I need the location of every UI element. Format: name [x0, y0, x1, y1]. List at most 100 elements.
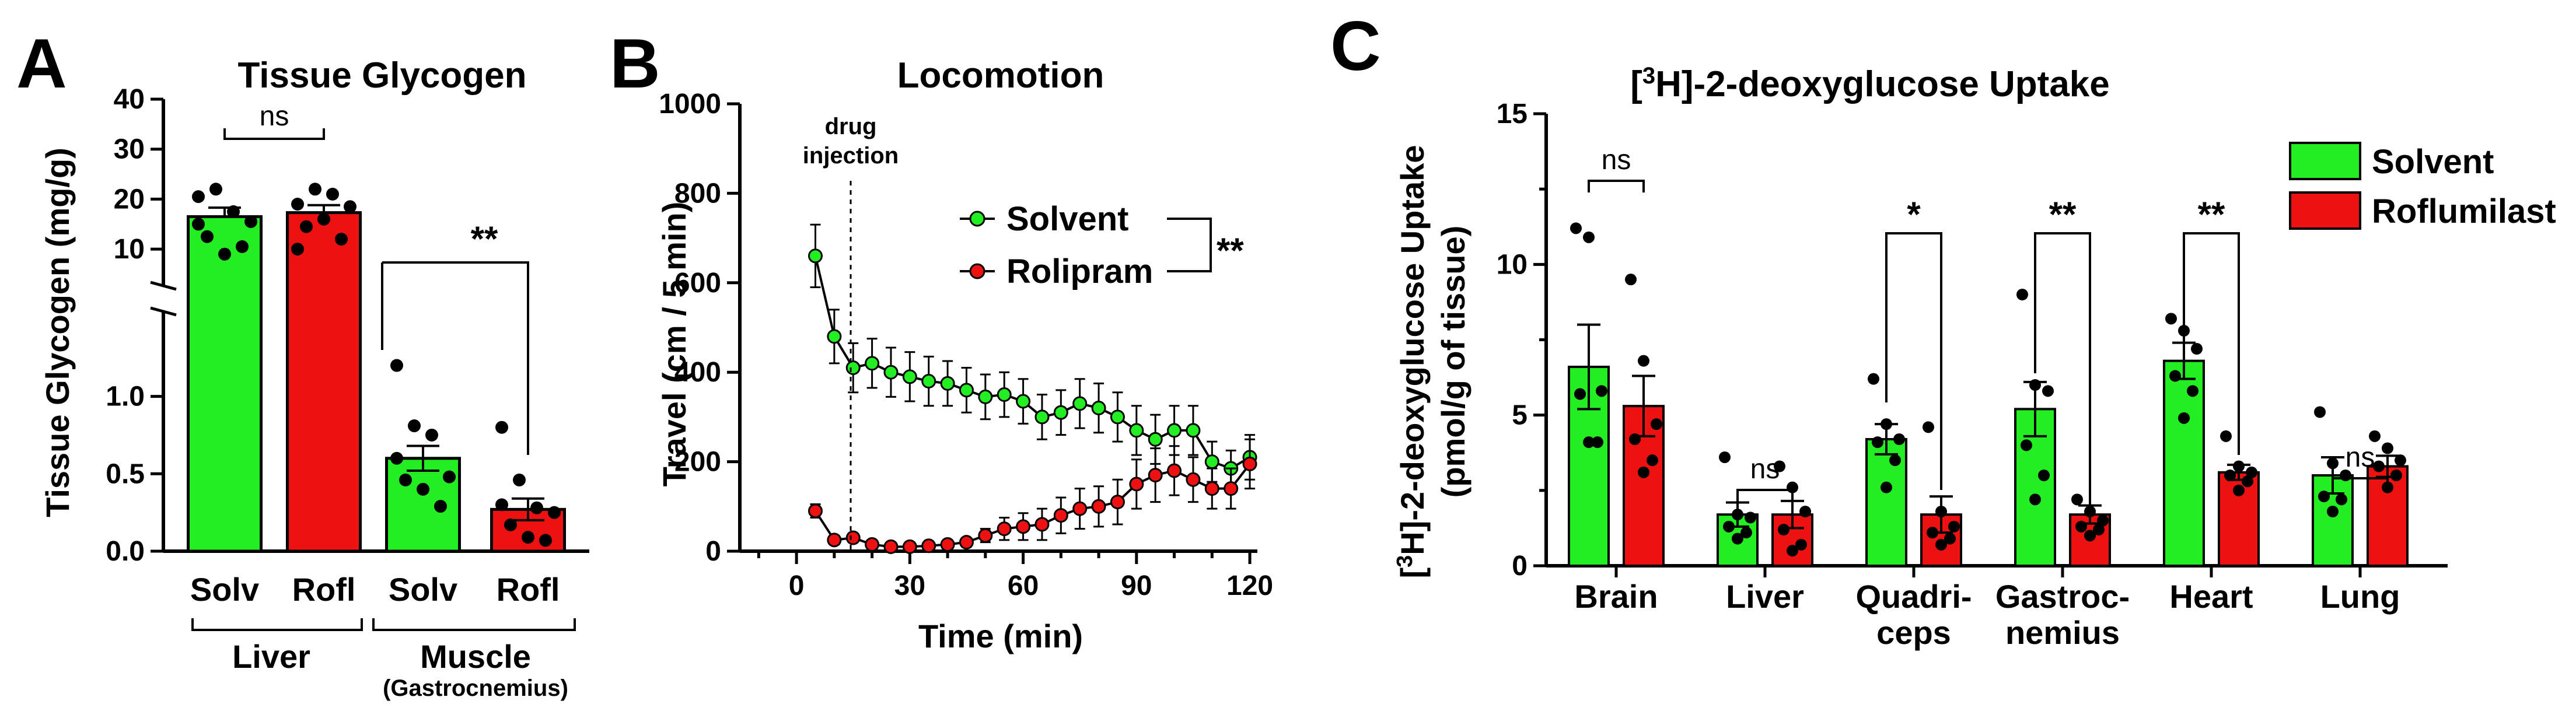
panel-c-data-point	[2395, 454, 2406, 467]
panel-b-point-solvent	[845, 360, 861, 376]
legend-solvent-swatch	[2289, 142, 2361, 180]
panel-c-data-point	[2390, 470, 2402, 481]
panel-a-bars	[187, 183, 566, 553]
panel-c-data-point	[1596, 385, 1607, 397]
panel-a-ytick-label: 30	[114, 134, 145, 165]
panel-b-series-line-rolipram	[814, 463, 1251, 548]
panel-a-category-label: Rofl	[497, 571, 560, 608]
panel-c-legend: Solvent Roflumilast	[2289, 142, 2556, 230]
panel-a-data-point	[513, 473, 526, 486]
panel-c-data-point	[1889, 454, 1901, 467]
panel-b-point-rolipram	[1167, 463, 1182, 478]
panel-a-data-point	[390, 359, 403, 372]
panel-a-data-point	[218, 247, 231, 261]
annotation-line2: injection	[803, 143, 899, 169]
panel-c-data-point	[1948, 520, 1960, 533]
liver-group-bracket	[191, 618, 363, 631]
panel-a-data-point	[408, 419, 421, 433]
panel-c-data-point	[1787, 545, 1798, 557]
panel-b: B Locomotion Travel (cm / 5 min) Time (m…	[610, 24, 1273, 654]
panel-b-ytick-label: 1000	[659, 89, 721, 120]
panel-b-xtick-label: 60	[1008, 570, 1039, 601]
panel-a-sig-bracket-muscle	[382, 261, 529, 455]
panel-c-ytick-label: 0	[1512, 551, 1528, 582]
panel-c-data-point	[1868, 373, 1879, 385]
panel-b-annotation: drug injection	[803, 114, 899, 551]
panel-a-letter: A	[16, 24, 67, 103]
panel-c-data-point	[1893, 433, 1905, 445]
panel-a-bar	[187, 215, 263, 553]
panel-c-data-point	[1927, 527, 1938, 539]
panel-c-data-point	[2187, 385, 2198, 397]
panel-a-category-label: Solv	[190, 571, 259, 608]
panel-b-point-rolipram	[978, 528, 993, 543]
legend-roflumilast-label: Roflumilast	[2372, 192, 2556, 230]
panel-c-data-point	[2075, 520, 2087, 533]
panel-b-point-solvent	[1186, 423, 1201, 438]
legend-solvent-label: Solvent	[1006, 200, 1129, 238]
panel-a-data-point	[399, 473, 412, 486]
panel-c-sig-label: ns	[2346, 442, 2375, 473]
group-sublabel-muscle: (Gastrocnemius)	[383, 675, 568, 701]
panel-c-category-label: Quadri-	[1855, 578, 1972, 615]
panel-c-category-labels: Brain Liver Quadri-ceps Gastroc-nemius Heart…	[1574, 578, 2400, 651]
panel-a-group-brackets: Liver Muscle (Gastrocnemius)	[191, 618, 576, 701]
panel-c-data-point	[1740, 527, 1752, 539]
panel-c-data-point	[1651, 418, 1662, 430]
group-label-muscle: Muscle	[420, 638, 531, 675]
panel-a-data-point	[425, 428, 438, 442]
panel-c-data-point	[2327, 506, 2339, 517]
panel-c-data-point	[2165, 313, 2177, 325]
panel-b-point-rolipram	[940, 537, 955, 552]
panel-a-data-point	[244, 215, 257, 228]
panel-b-point-rolipram	[883, 539, 899, 554]
legend-solvent-label-c: Solvent	[2372, 143, 2494, 181]
panel-c-data-point	[1732, 533, 1743, 545]
panel-c-sig-label: **	[2049, 195, 2077, 234]
panel-c-data-point	[2071, 493, 2083, 506]
panel-c-axes	[1533, 112, 2448, 577]
panel-c-data-point	[1795, 538, 1807, 551]
panel-b-point-rolipram	[1129, 477, 1144, 492]
panel-b-ytick-label: 600	[674, 268, 721, 299]
panel-c-sig-bracket	[1736, 489, 1794, 502]
panel-b-point-solvent	[1129, 423, 1144, 438]
panel-c-data-point	[1625, 274, 1637, 286]
panel-a-data-point	[443, 470, 456, 484]
panel-b-xtick-label: 30	[894, 570, 925, 601]
panel-a-data-point	[495, 421, 508, 434]
panel-c-data-point	[2233, 460, 2245, 472]
panel-b-point-rolipram	[1242, 456, 1257, 471]
panel-c-ylabel-line1: [3H]-2-deoxyglucose Uptake	[1393, 145, 1431, 578]
panel-b-point-rolipram	[1072, 501, 1088, 516]
panel-b-point-rolipram	[921, 538, 936, 554]
panel-c-data-point	[2029, 493, 2041, 506]
panel-c-category-label: ceps	[1876, 614, 1951, 651]
panel-a-data-point	[434, 500, 447, 513]
panel-c-tick-labels: 0 5 10 15	[1497, 99, 1528, 582]
panel-c-data-point	[1629, 433, 1641, 445]
panel-b-point-solvent	[827, 329, 842, 344]
panel-b-point-solvent	[1053, 405, 1068, 420]
panel-a-tick-labels: 0.0 0.5 1.0 10 20 30 40	[106, 84, 145, 567]
panel-c-data-point	[2314, 406, 2326, 418]
muscle-group-bracket	[372, 618, 576, 631]
panel-b-xtick-label: 0	[789, 570, 805, 601]
panel-c-data-point	[1944, 533, 1956, 545]
panel-c-category-label: Lung	[2320, 578, 2400, 615]
panel-b-point-rolipram	[1224, 481, 1239, 496]
panel-c-data-point	[1647, 454, 1658, 467]
panel-a-category-labels: Solv Rofl Solv Rofl	[190, 571, 560, 608]
panel-c-data-point	[2178, 412, 2190, 424]
panel-b-point-rolipram	[808, 503, 823, 519]
panel-b-point-solvent	[1016, 394, 1031, 409]
panel-b-point-solvent	[940, 376, 955, 391]
panel-a-ytick-label: 1.0	[106, 381, 145, 412]
panel-c-data-point	[1923, 421, 1934, 433]
panel-c-data-point	[2369, 430, 2381, 442]
panel-a-ylabel: Tissue Glycogen (mg/g)	[39, 148, 76, 517]
panel-c-data-point	[1570, 222, 1582, 234]
panel-a-sig-label: ns	[260, 101, 289, 132]
panel-b-point-solvent	[978, 389, 993, 404]
